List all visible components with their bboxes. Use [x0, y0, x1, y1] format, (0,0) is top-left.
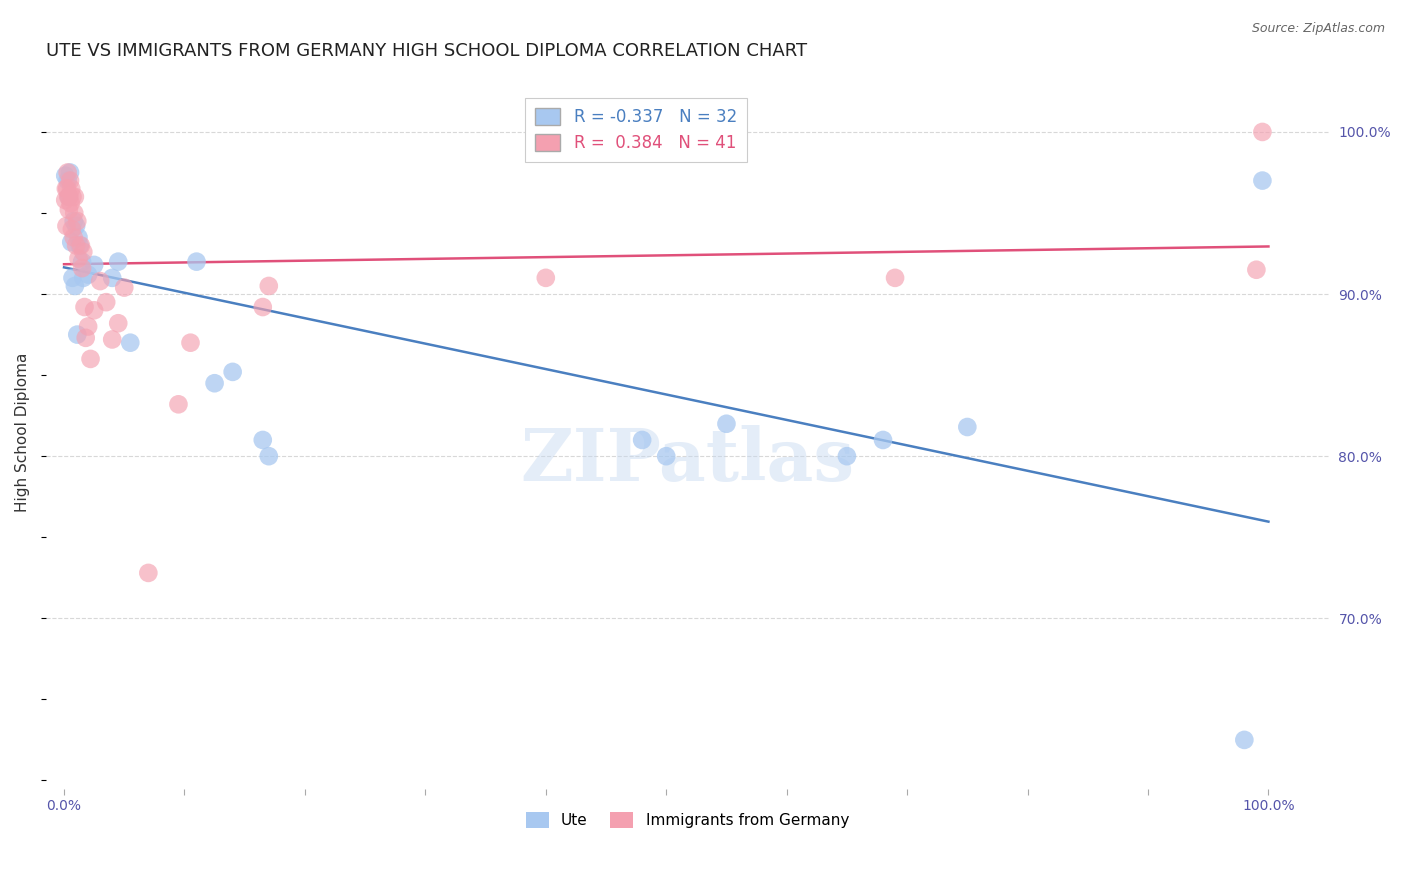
- Point: [73, 300, 96, 314]
- Point: [70, 261, 93, 276]
- Point: [167, 397, 190, 411]
- Point: [107, 316, 129, 330]
- Point: [59, 173, 82, 187]
- Point: [956, 420, 979, 434]
- Point: [716, 417, 738, 431]
- Point: [83, 303, 105, 318]
- Point: [53, 169, 76, 183]
- Point: [55, 219, 77, 233]
- Point: [221, 365, 243, 379]
- Point: [101, 270, 124, 285]
- Point: [179, 335, 201, 350]
- Point: [56, 173, 79, 187]
- Point: [257, 449, 280, 463]
- Point: [67, 230, 90, 244]
- Point: [65, 219, 87, 233]
- Point: [186, 254, 208, 268]
- Point: [65, 238, 87, 252]
- Point: [60, 182, 83, 196]
- Point: [62, 214, 84, 228]
- Point: [56, 165, 79, 179]
- Point: [1251, 173, 1274, 187]
- Point: [534, 270, 557, 285]
- Point: [69, 238, 91, 252]
- Point: [66, 214, 89, 228]
- Point: [1233, 732, 1256, 747]
- Point: [72, 270, 94, 285]
- Point: [252, 300, 274, 314]
- Point: [89, 274, 111, 288]
- Point: [101, 333, 124, 347]
- Point: [63, 206, 86, 220]
- Point: [138, 566, 160, 580]
- Point: [872, 433, 894, 447]
- Point: [58, 190, 80, 204]
- Point: [60, 222, 83, 236]
- Point: [58, 190, 80, 204]
- Point: [72, 244, 94, 259]
- Point: [55, 182, 77, 196]
- Point: [58, 202, 80, 217]
- Point: [62, 230, 84, 244]
- Text: UTE VS IMMIGRANTS FROM GERMANY HIGH SCHOOL DIPLOMA CORRELATION CHART: UTE VS IMMIGRANTS FROM GERMANY HIGH SCHO…: [46, 42, 807, 60]
- Text: ZIPatlas: ZIPatlas: [520, 425, 855, 496]
- Point: [884, 270, 907, 285]
- Legend: Ute, Immigrants from Germany: Ute, Immigrants from Germany: [520, 806, 855, 834]
- Point: [70, 254, 93, 268]
- Point: [79, 351, 101, 366]
- Point: [1246, 262, 1268, 277]
- Point: [107, 254, 129, 268]
- Point: [60, 235, 83, 250]
- Point: [77, 319, 100, 334]
- Point: [655, 449, 678, 463]
- Point: [59, 196, 82, 211]
- Point: [77, 268, 100, 282]
- Point: [63, 279, 86, 293]
- Point: [59, 165, 82, 179]
- Point: [204, 376, 226, 391]
- Point: [67, 252, 90, 266]
- Point: [62, 190, 84, 204]
- Point: [62, 270, 84, 285]
- Point: [83, 258, 105, 272]
- Point: [257, 279, 280, 293]
- Point: [631, 433, 654, 447]
- Point: [56, 182, 79, 196]
- Point: [70, 238, 93, 252]
- Point: [96, 295, 118, 310]
- Y-axis label: High School Diploma: High School Diploma: [15, 352, 30, 511]
- Point: [75, 331, 97, 345]
- Point: [112, 280, 135, 294]
- Point: [58, 190, 80, 204]
- Point: [120, 335, 142, 350]
- Point: [252, 433, 274, 447]
- Point: [835, 449, 858, 463]
- Point: [63, 190, 86, 204]
- Point: [53, 193, 76, 207]
- Point: [1251, 125, 1274, 139]
- Point: [66, 327, 89, 342]
- Text: Source: ZipAtlas.com: Source: ZipAtlas.com: [1251, 22, 1385, 36]
